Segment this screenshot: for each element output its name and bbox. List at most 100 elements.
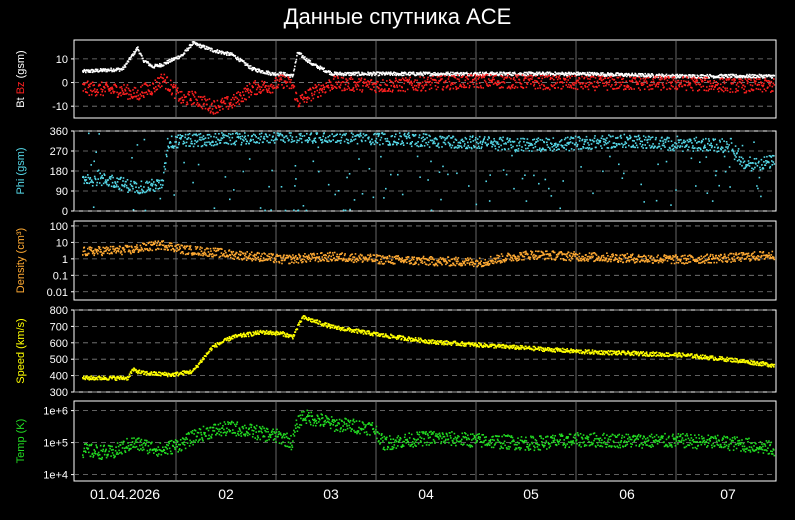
data-point bbox=[312, 142, 314, 144]
data-point bbox=[283, 136, 286, 139]
data-point bbox=[658, 81, 660, 84]
data-point bbox=[271, 86, 273, 88]
data-point bbox=[619, 73, 621, 75]
data-point bbox=[728, 144, 730, 146]
data-point bbox=[609, 73, 612, 76]
data-point bbox=[222, 133, 225, 136]
data-point bbox=[224, 134, 226, 136]
data-point bbox=[457, 144, 459, 147]
data-point bbox=[241, 259, 244, 261]
data-point bbox=[294, 259, 296, 262]
data-point bbox=[624, 141, 627, 143]
data-point bbox=[609, 76, 612, 78]
data-point bbox=[186, 138, 189, 140]
data-point bbox=[270, 252, 272, 255]
data-point bbox=[470, 141, 472, 143]
data-point bbox=[636, 138, 638, 141]
data-point bbox=[278, 74, 280, 77]
data-point bbox=[417, 73, 419, 76]
data-point bbox=[211, 48, 213, 50]
data-point bbox=[749, 90, 751, 93]
data-point bbox=[151, 244, 153, 246]
data-point bbox=[372, 196, 375, 199]
data-point bbox=[323, 86, 326, 88]
data-point bbox=[701, 79, 704, 82]
data-point bbox=[339, 258, 341, 260]
data-point bbox=[316, 85, 318, 88]
data-point bbox=[542, 88, 545, 91]
data-point bbox=[720, 88, 722, 91]
data-point bbox=[284, 76, 286, 78]
data-point bbox=[105, 182, 107, 184]
data-point bbox=[368, 258, 370, 261]
data-point bbox=[209, 49, 212, 52]
data-point bbox=[192, 41, 195, 43]
data-point bbox=[457, 260, 459, 263]
data-point bbox=[242, 91, 244, 93]
data-point bbox=[129, 183, 132, 185]
data-point bbox=[149, 188, 152, 190]
data-point bbox=[640, 84, 643, 86]
data-point bbox=[384, 133, 386, 135]
data-point bbox=[286, 137, 289, 139]
data-point bbox=[495, 141, 497, 143]
data-point bbox=[595, 74, 598, 77]
data-point bbox=[92, 69, 95, 71]
data-point bbox=[141, 84, 144, 87]
data-point bbox=[279, 132, 282, 135]
data-point bbox=[643, 201, 645, 203]
data-point bbox=[649, 138, 651, 141]
data-point bbox=[204, 252, 207, 255]
data-point bbox=[550, 84, 553, 86]
data-point bbox=[421, 73, 423, 75]
data-point bbox=[441, 78, 443, 80]
data-point bbox=[482, 87, 484, 89]
data-point bbox=[566, 142, 568, 144]
data-point bbox=[251, 259, 253, 262]
data-point bbox=[150, 241, 153, 243]
data-point bbox=[221, 132, 223, 134]
data-point bbox=[305, 139, 307, 142]
data-point bbox=[360, 258, 362, 261]
data-point bbox=[258, 68, 260, 71]
data-point bbox=[489, 84, 491, 87]
data-point bbox=[409, 260, 411, 262]
data-point bbox=[600, 72, 602, 74]
data-point bbox=[647, 76, 650, 79]
data-point bbox=[156, 242, 159, 244]
data-point bbox=[159, 187, 161, 189]
data-point bbox=[245, 256, 247, 258]
data-point bbox=[326, 85, 328, 87]
data-point bbox=[213, 135, 215, 138]
data-point bbox=[308, 61, 310, 63]
data-point bbox=[603, 85, 605, 87]
data-point bbox=[140, 246, 143, 249]
data-point bbox=[255, 88, 258, 91]
data-point bbox=[271, 254, 274, 257]
data-point bbox=[667, 75, 670, 78]
data-point bbox=[444, 259, 447, 262]
data-point bbox=[740, 78, 742, 81]
data-point bbox=[235, 132, 237, 135]
data-point bbox=[397, 142, 400, 144]
data-point bbox=[156, 244, 158, 247]
data-point bbox=[726, 89, 729, 92]
data-point bbox=[257, 258, 260, 261]
data-point bbox=[459, 73, 462, 75]
data-point bbox=[722, 151, 724, 154]
data-point bbox=[176, 57, 179, 60]
data-point bbox=[355, 86, 357, 88]
data-point bbox=[239, 60, 241, 63]
data-point bbox=[123, 66, 125, 69]
data-point bbox=[167, 62, 169, 65]
data-point bbox=[562, 180, 564, 182]
data-point bbox=[85, 91, 88, 93]
data-point bbox=[757, 187, 759, 190]
data-point bbox=[245, 88, 248, 90]
data-point bbox=[82, 90, 85, 92]
data-point bbox=[619, 143, 621, 146]
data-point bbox=[453, 76, 456, 78]
data-point bbox=[122, 248, 124, 250]
data-point bbox=[759, 169, 762, 171]
data-point bbox=[269, 257, 271, 260]
